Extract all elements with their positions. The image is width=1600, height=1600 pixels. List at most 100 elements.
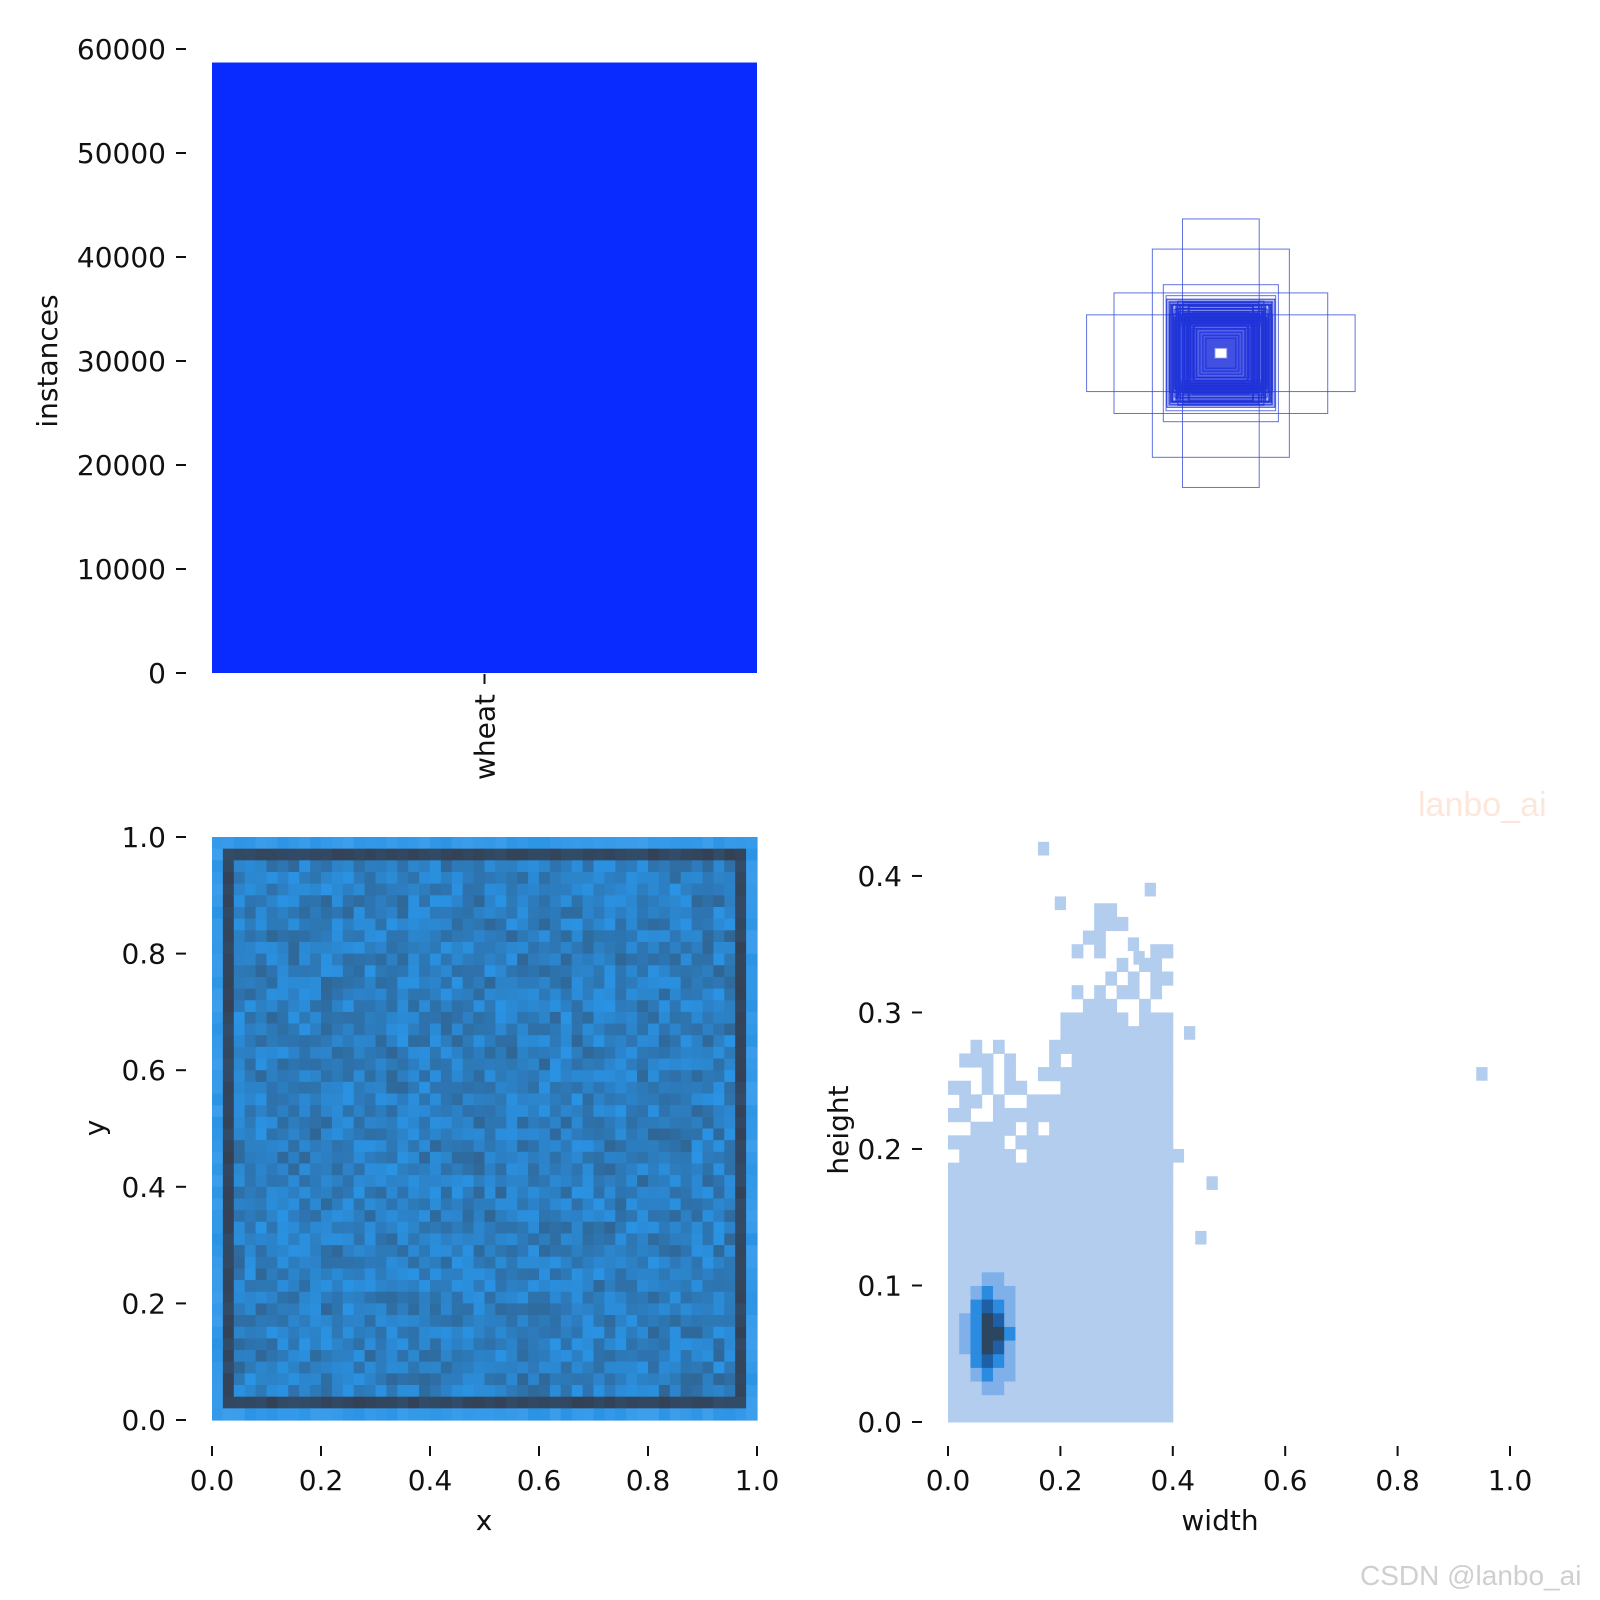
y-tick-label: 1.0 (121, 821, 166, 854)
hist-cell (1139, 1176, 1151, 1191)
hist-cell (1127, 1299, 1140, 1314)
hist-cell (1094, 1285, 1106, 1300)
hist-cell (1127, 1039, 1140, 1054)
heat-cell (724, 976, 736, 990)
heat-cell (321, 1116, 333, 1130)
heat-cell (462, 1315, 475, 1328)
hist-cell (1105, 1094, 1118, 1109)
heat-cell (364, 1280, 377, 1293)
heat-cell (735, 1256, 747, 1270)
hist-cell (970, 1312, 983, 1327)
heat-cell (746, 1268, 758, 1281)
heat-cell (255, 930, 268, 943)
heat-cell (593, 1140, 605, 1153)
hist-cell (1094, 1299, 1106, 1314)
heat-cell (321, 1163, 333, 1176)
heat-cell (528, 1046, 540, 1060)
heat-cell (364, 1093, 377, 1106)
heat-cell (430, 1256, 442, 1270)
heat-cell (593, 918, 605, 931)
heat-cell (506, 1338, 518, 1351)
heat-cell (484, 988, 496, 1001)
hist-cell (1049, 1244, 1061, 1259)
heat-cell (277, 1093, 289, 1106)
hist-cell (981, 1367, 994, 1382)
heat-cell (375, 1186, 387, 1200)
hist-cell (1060, 1244, 1073, 1259)
heat-cell (386, 1070, 398, 1083)
hist-cell (1127, 1326, 1140, 1341)
heat-cell (386, 1116, 398, 1130)
heat-cell (277, 1350, 289, 1363)
heat-cell (397, 1408, 409, 1421)
heat-cell (430, 965, 442, 978)
heat-cell (408, 1245, 420, 1258)
hist-cell (1082, 1012, 1095, 1027)
heat-cell (408, 1105, 420, 1118)
hist-cell (1139, 1285, 1151, 1300)
heat-cell (288, 1175, 300, 1188)
hist-cell (1049, 1230, 1061, 1246)
heat-cell (691, 1140, 704, 1153)
heat-cell (680, 1350, 693, 1363)
heat-cell (571, 1175, 584, 1188)
heat-cell (637, 1105, 649, 1118)
heat-cell (473, 1221, 486, 1235)
heat-cell (321, 906, 333, 920)
heat-cell (735, 1116, 747, 1130)
heat-cell (473, 1151, 486, 1165)
heat-cell (430, 1000, 442, 1013)
hist-cell (948, 1312, 960, 1327)
heat-cell (582, 895, 595, 908)
heat-cell (397, 1396, 409, 1409)
hist-cell (1116, 1340, 1129, 1355)
heat-cell (473, 941, 486, 955)
hist-cell (1105, 1026, 1118, 1041)
heat-cell (364, 1058, 377, 1071)
hist-cell (948, 1080, 960, 1095)
heat-cell (462, 871, 475, 885)
heat-cell (255, 1035, 268, 1048)
heat-cell (222, 1303, 235, 1316)
heat-cell (266, 1140, 278, 1153)
heat-cell (615, 906, 627, 920)
hist-cell (1105, 971, 1118, 986)
heat-cell (658, 1093, 671, 1106)
heat-cell (440, 1385, 453, 1398)
heat-cell (560, 1373, 573, 1386)
heat-cell (506, 1128, 518, 1141)
heat-cell (517, 1350, 529, 1363)
hist-cell (1026, 1258, 1039, 1273)
heat-cell (321, 871, 333, 885)
hist-cell (1105, 1203, 1118, 1218)
heat-cell (593, 1093, 605, 1106)
hist-cell (1060, 1135, 1073, 1150)
heat-cell (528, 1163, 540, 1176)
heat-cell (321, 918, 333, 931)
heat-cell (517, 1385, 529, 1398)
hist-cell (992, 1039, 1005, 1054)
heat-cell (244, 1245, 257, 1258)
heat-cell (233, 1385, 246, 1398)
heat-cell (571, 1291, 584, 1304)
hist-cell (1082, 1394, 1095, 1409)
heat-cell (430, 1175, 442, 1188)
heat-cell (746, 1221, 758, 1235)
hist-cell (981, 1299, 994, 1314)
heat-cell (735, 1315, 747, 1328)
heat-cell (299, 1046, 311, 1060)
heat-cell (746, 1338, 758, 1351)
hist-cell (1049, 1189, 1061, 1205)
heat-cell (364, 1128, 377, 1141)
heat-cell (342, 1023, 355, 1036)
heat-cell (702, 1338, 714, 1351)
heat-cell (658, 1140, 671, 1153)
hist-cell (1037, 1135, 1050, 1150)
heat-cell (506, 1396, 518, 1409)
heat-cell (637, 1151, 649, 1165)
heat-cell (255, 1116, 268, 1130)
heat-cell (440, 883, 453, 896)
heat-cell (331, 1338, 344, 1351)
heat-cell (582, 918, 595, 931)
heat-cell (375, 1023, 387, 1036)
